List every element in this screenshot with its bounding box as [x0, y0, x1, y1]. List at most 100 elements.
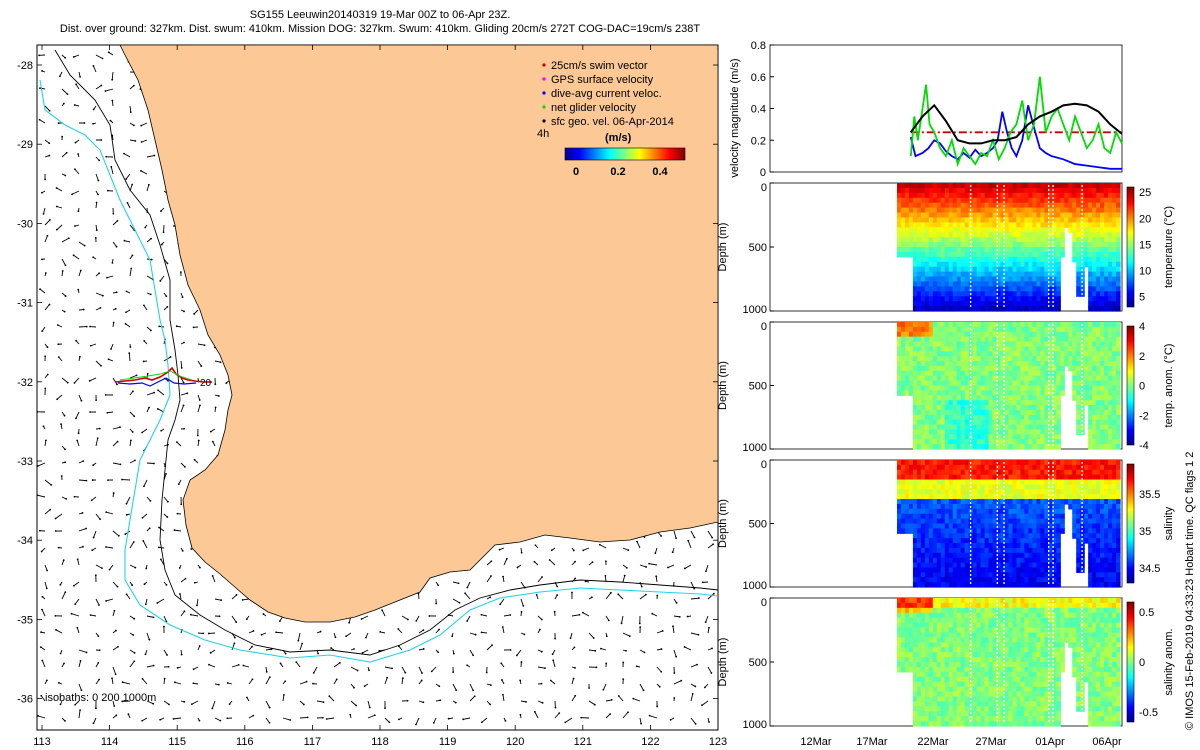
section-cell [908, 197, 914, 204]
velocity-arrowhead [572, 677, 575, 680]
velocity-arrowhead [656, 594, 659, 597]
section-cell [908, 242, 914, 248]
section-cell [1012, 286, 1018, 292]
section-cell [916, 301, 922, 307]
velocity-arrowhead [60, 475, 63, 477]
section-cell [1024, 232, 1030, 238]
section-cell [1040, 227, 1045, 233]
section-cell [936, 400, 942, 406]
section-cell [1020, 192, 1026, 199]
section-cell [992, 266, 998, 273]
section-cell [1020, 256, 1026, 263]
section-cell [948, 444, 954, 450]
velocity-arrowhead [466, 586, 469, 589]
section-cell [1108, 247, 1113, 253]
section-cell [988, 212, 994, 219]
section-cell [928, 237, 934, 243]
velocity-arrowhead [233, 642, 236, 645]
section-cell [928, 261, 934, 268]
section-cell [912, 361, 918, 367]
section-cell [1024, 266, 1030, 273]
velocity-arrowhead [349, 713, 352, 716]
section-cell [1036, 227, 1041, 233]
section-cell [1040, 261, 1045, 268]
section-cell [1112, 192, 1117, 199]
velocity-arrowhead [73, 584, 75, 587]
section-cell [1108, 306, 1113, 312]
section-cell [944, 395, 950, 401]
legend-marker [542, 77, 546, 81]
section-cell [944, 237, 950, 243]
section-cell [908, 227, 914, 233]
section-cell [964, 192, 970, 199]
section-cell [1056, 192, 1061, 199]
lon-tick-label: 117 [304, 736, 322, 748]
velocity-arrowhead [39, 288, 41, 290]
section-cell [1036, 197, 1041, 204]
velocity-arrowhead [193, 458, 196, 461]
section-cell [960, 291, 966, 297]
velocity-arrowhead [166, 305, 169, 308]
velocity-arrowhead [660, 648, 663, 650]
velocity-arrowhead [569, 637, 572, 640]
velocity-arrowhead [133, 415, 136, 418]
section-cell [912, 207, 918, 214]
section-cell [1108, 276, 1113, 283]
section-cell [1096, 192, 1101, 199]
section-cell [920, 192, 926, 199]
section-cell [984, 207, 990, 214]
section-cell [897, 361, 902, 367]
section-cell [1028, 256, 1033, 263]
section-cell [1040, 266, 1045, 273]
section-cell [924, 429, 930, 435]
section-cell [960, 183, 966, 189]
section-cell [912, 414, 918, 421]
section-cell [932, 341, 938, 348]
velocity-arrow [129, 224, 135, 231]
velocity-arrowhead [334, 636, 337, 639]
section-cell [960, 301, 966, 307]
section-cell [936, 227, 942, 233]
section-cell [1016, 237, 1022, 243]
velocity-arrowhead [199, 404, 201, 407]
section-cell [916, 444, 922, 450]
section-cell [992, 247, 998, 253]
section-cell [1100, 242, 1105, 248]
section-cell [1084, 247, 1089, 253]
velocity-arrowhead [70, 612, 73, 615]
velocity-arrow [690, 530, 695, 538]
velocity-arrowhead [328, 695, 331, 698]
section-cell [948, 217, 954, 223]
section-cell [1116, 306, 1121, 312]
section-cell [948, 232, 954, 238]
section-cell [1076, 202, 1081, 209]
section-cell [992, 301, 998, 307]
velocity-arrowhead [214, 383, 217, 386]
section-cell [944, 351, 950, 357]
velocity-arrowhead [146, 372, 149, 375]
section-cell [900, 326, 906, 333]
velocity-arrowhead [454, 701, 457, 704]
velocity-arrowhead [183, 310, 185, 313]
section-cell [1064, 197, 1069, 204]
velocity-arrowhead [107, 51, 110, 54]
section-cell [1004, 232, 1010, 238]
section-cell [1036, 183, 1041, 189]
velocity-arrowhead [432, 721, 435, 724]
section-cell [1012, 217, 1018, 223]
velocity-arrow [106, 275, 114, 279]
section-cell [1028, 306, 1033, 312]
section-cell [920, 247, 926, 253]
section-cell [1008, 271, 1014, 278]
section-cell [1112, 266, 1117, 273]
section-cell [897, 390, 902, 396]
velocity-arrowhead [159, 280, 162, 282]
section-cell [940, 232, 946, 238]
section-cell [1104, 222, 1109, 228]
velocity-arrowhead [363, 685, 366, 688]
section-cell [936, 346, 942, 352]
section-cell [1032, 222, 1037, 228]
section-cell [1100, 301, 1105, 307]
velocity-arrowhead [620, 622, 623, 625]
section-cell [948, 222, 954, 228]
